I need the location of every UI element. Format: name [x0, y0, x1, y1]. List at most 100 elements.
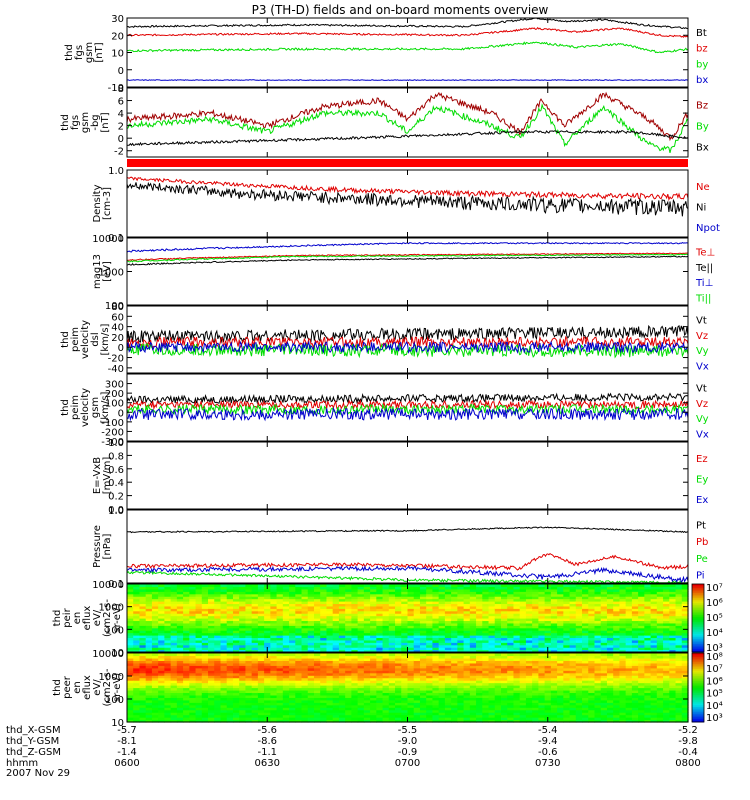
y-axis-label: [nPa]: [102, 533, 113, 559]
y-tick-label: 6: [118, 97, 124, 108]
y-tick-label: 2: [118, 122, 124, 133]
y-axis-label: thd: [52, 610, 63, 627]
y-tick-label: 10000: [92, 580, 124, 591]
y-tick-label: -40: [108, 364, 124, 375]
y-tick-label: 100: [105, 695, 124, 706]
panel-peir_spec: 10³ 10⁴ 10⁵ 10⁶ 10⁷ 10 100 1000 10000 thd peir en ef…: [52, 580, 723, 659]
y-tick-label: 0: [118, 408, 124, 419]
ephemeris-value: -5.5: [398, 725, 418, 736]
series-Vt: [126, 392, 689, 405]
y-axis-label: eflux: [82, 606, 93, 631]
y-tick-label: 60: [111, 312, 124, 323]
legend-Vz: Vz: [696, 399, 708, 410]
colorbar: [691, 583, 705, 653]
panel-efield: 0.0 0.2 0.4 0.6 0.8 1.0 E=-VxB [mV/m] Ez Ey Ex: [92, 438, 708, 516]
ephemeris-value: 0730: [535, 758, 560, 769]
legend-Vx: Vx: [696, 361, 709, 372]
series-Pb: [126, 552, 689, 571]
y-tick-label: -100: [101, 418, 124, 429]
y-axis-label: sr-eV): [112, 603, 123, 632]
y-tick-label: 10000: [92, 234, 124, 245]
ephemeris-value: -0.9: [398, 747, 418, 758]
y-axis-label: (cm2-s-: [102, 668, 113, 706]
colorbar-tick-label: 10³: [706, 713, 723, 724]
colorbar-tick-label: 10⁷: [706, 664, 723, 675]
y-tick-label: 1000: [99, 672, 124, 683]
y-axis-label: peim: [70, 327, 81, 352]
y-axis-label: [nT]: [94, 42, 105, 62]
y-axis-label: [km/s]: [100, 391, 111, 423]
legend-Bx: Bx: [696, 143, 709, 154]
y-axis-label: [eV]: [102, 261, 113, 282]
y-tick-label: 30: [111, 14, 124, 25]
legend-bx: bx: [696, 75, 708, 86]
colorbar-tick-label: 10⁶: [706, 676, 723, 687]
series-Vx: [126, 406, 689, 422]
series-Ni: [126, 181, 689, 217]
legend-Ti⊥: Ti⊥: [695, 278, 713, 289]
y-axis-label: Density: [92, 184, 103, 222]
colorbar-tick-label: 10³: [706, 643, 723, 654]
y-tick-label: 80: [111, 302, 124, 313]
y-tick-label: 0: [118, 343, 124, 354]
y-tick-label: 1.0: [108, 506, 124, 517]
ephemeris-value: -0.4: [678, 747, 698, 758]
ephemeris-value: -8.6: [257, 736, 277, 747]
y-tick-label: 0.4: [108, 478, 124, 489]
y-tick-label: 300: [105, 380, 124, 391]
panel-density: 0.1 1.0 Density [cm-3] Ne Ni Npot: [92, 166, 720, 244]
panel-frame: [126, 17, 689, 88]
y-tick-label: -20: [108, 354, 124, 365]
y-tick-label: 0.1: [108, 579, 124, 590]
y-axis-label: gsm: [84, 42, 95, 63]
ephemeris-table: 2007 Nov 29 thd_X-GSM -5.7 -5.6 -5.5 -5.4 -5.…: [6, 725, 701, 779]
series-By: [126, 103, 689, 154]
y-axis-label: velocity: [80, 388, 91, 427]
legend-Te||: Te||: [695, 263, 713, 274]
ephemeris-value: 0630: [255, 758, 280, 769]
legend-By: By: [696, 122, 709, 133]
y-tick-label: -2: [114, 147, 124, 158]
ephemeris-value: -5.6: [257, 725, 277, 736]
y-axis-label: -bg: [90, 114, 101, 130]
series-Ti||: [126, 253, 689, 263]
ephemeris-row-label: thd_Y-GSM: [6, 736, 59, 747]
y-tick-label: 10: [111, 49, 124, 60]
colorbar-tick-label: 10⁴: [706, 701, 723, 712]
legend-Vx: Vx: [696, 429, 709, 440]
panel-temp: 100 1000 10000 mag13 [eV] Te⊥ Te|| Ti⊥ Ti||: [92, 234, 715, 312]
y-axis-label: fgs: [70, 115, 81, 130]
series-by: [126, 41, 689, 54]
legend-Pe: Pe: [696, 554, 708, 565]
y-tick-label: 20: [111, 333, 124, 344]
ephemeris-value: -1.4: [117, 747, 137, 758]
panel-frame: [126, 305, 689, 374]
legend-Ez: Ez: [696, 454, 708, 465]
y-axis-label: fgs: [74, 45, 85, 60]
y-tick-label: 0: [118, 134, 124, 145]
ephemeris-value: -5.7: [117, 725, 137, 736]
ephemeris-value: -9.4: [538, 736, 558, 747]
y-tick-label: -300: [101, 437, 124, 448]
y-axis-label: gsm: [90, 397, 101, 418]
plot-title: P3 (TH-D) fields and on-board moments ov…: [252, 3, 549, 17]
y-tick-label: 0.8: [108, 451, 124, 462]
legend-Vy: Vy: [696, 346, 709, 357]
y-axis-label: en: [72, 681, 83, 694]
legend-Ex: Ex: [696, 495, 708, 506]
y-axis-label: thd: [60, 114, 71, 131]
ephemeris-value: -5.2: [678, 725, 698, 736]
y-tick-label: 0: [118, 66, 124, 77]
ephemeris-value: -9.8: [678, 736, 698, 747]
series-Pi: [126, 565, 689, 583]
legend-Pb: Pb: [696, 537, 708, 548]
series-Vt: [126, 324, 689, 344]
panel-fgs: -10 0 10 20 30 thd fgs gsm [nT] Bt bz by bx: [64, 14, 708, 94]
y-tick-label: 200: [105, 389, 124, 400]
y-axis-label: [km/s]: [100, 323, 111, 355]
y-tick-label: 1000: [99, 603, 124, 614]
